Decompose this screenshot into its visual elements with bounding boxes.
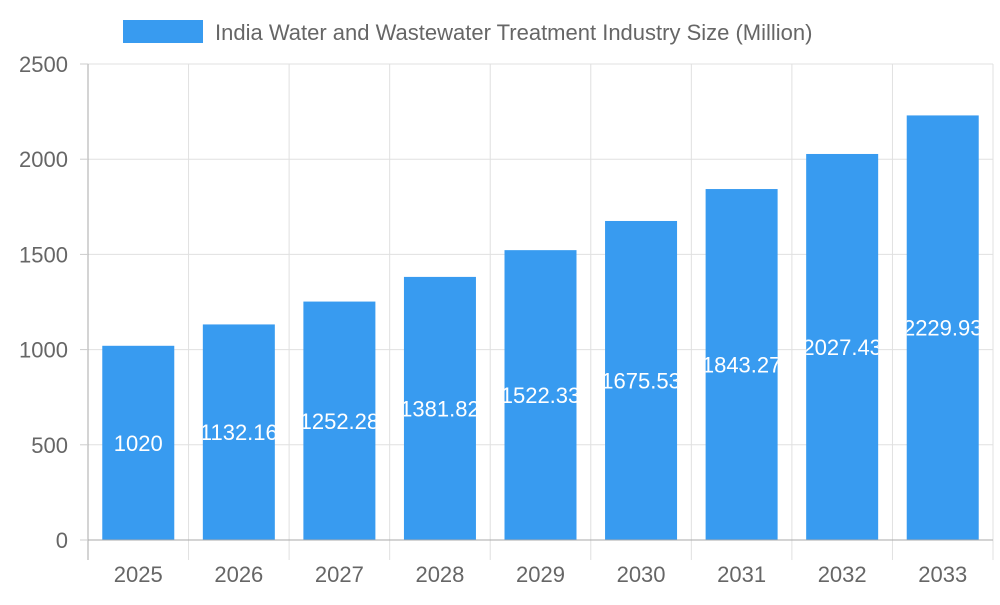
- data-label: 1381.82: [400, 396, 480, 421]
- axes: 0 500 1000 1500 2000 2500 2025 2026 2027 2028 2029…: [19, 52, 993, 587]
- y-tick-label: 500: [31, 433, 68, 458]
- data-label: 1522.33: [501, 383, 581, 408]
- y-tick-label: 2000: [19, 147, 68, 172]
- bar-2030[interactable]: [605, 220, 678, 540]
- bar-2033[interactable]: [906, 115, 979, 540]
- bar-2029[interactable]: [504, 250, 577, 540]
- bars: 1020 1132.16 1252.28 1381.82 1522.33 1675.53 1…: [102, 115, 983, 541]
- bar-2025[interactable]: [102, 345, 175, 540]
- legend-label: India Water and Wastewater Treatment Ind…: [215, 20, 812, 45]
- x-tick-label: 2033: [918, 562, 967, 587]
- bar-2031[interactable]: [705, 189, 778, 541]
- bar-2028[interactable]: [403, 276, 476, 540]
- x-tick-label: 2026: [214, 562, 263, 587]
- x-tick-label: 2030: [617, 562, 666, 587]
- y-tick-label: 2500: [19, 52, 68, 77]
- data-label: 1252.28: [300, 409, 380, 434]
- x-tick-label: 2028: [415, 562, 464, 587]
- x-tick-label: 2027: [315, 562, 364, 587]
- data-label: 2229.93: [903, 316, 983, 341]
- legend-swatch: [123, 20, 203, 43]
- data-label: 1020: [114, 431, 163, 456]
- y-tick-label: 1500: [19, 242, 68, 267]
- data-label: 2027.43: [802, 335, 882, 360]
- data-label: 1132.16: [200, 420, 278, 445]
- bar-2032[interactable]: [806, 153, 879, 540]
- legend[interactable]: India Water and Wastewater Treatment Ind…: [123, 20, 812, 45]
- data-label: 1675.53: [601, 368, 681, 393]
- x-tick-label: 2029: [516, 562, 565, 587]
- x-tick-label: 2032: [818, 562, 867, 587]
- x-tick-label: 2031: [717, 562, 766, 587]
- x-tick-label: 2025: [114, 562, 163, 587]
- data-label: 1843.27: [702, 353, 782, 378]
- y-tick-label: 1000: [19, 338, 68, 363]
- grid: [87, 63, 994, 560]
- bar-2027[interactable]: [303, 301, 376, 540]
- y-tick-label: 0: [56, 528, 68, 553]
- bar-2026[interactable]: [202, 324, 275, 540]
